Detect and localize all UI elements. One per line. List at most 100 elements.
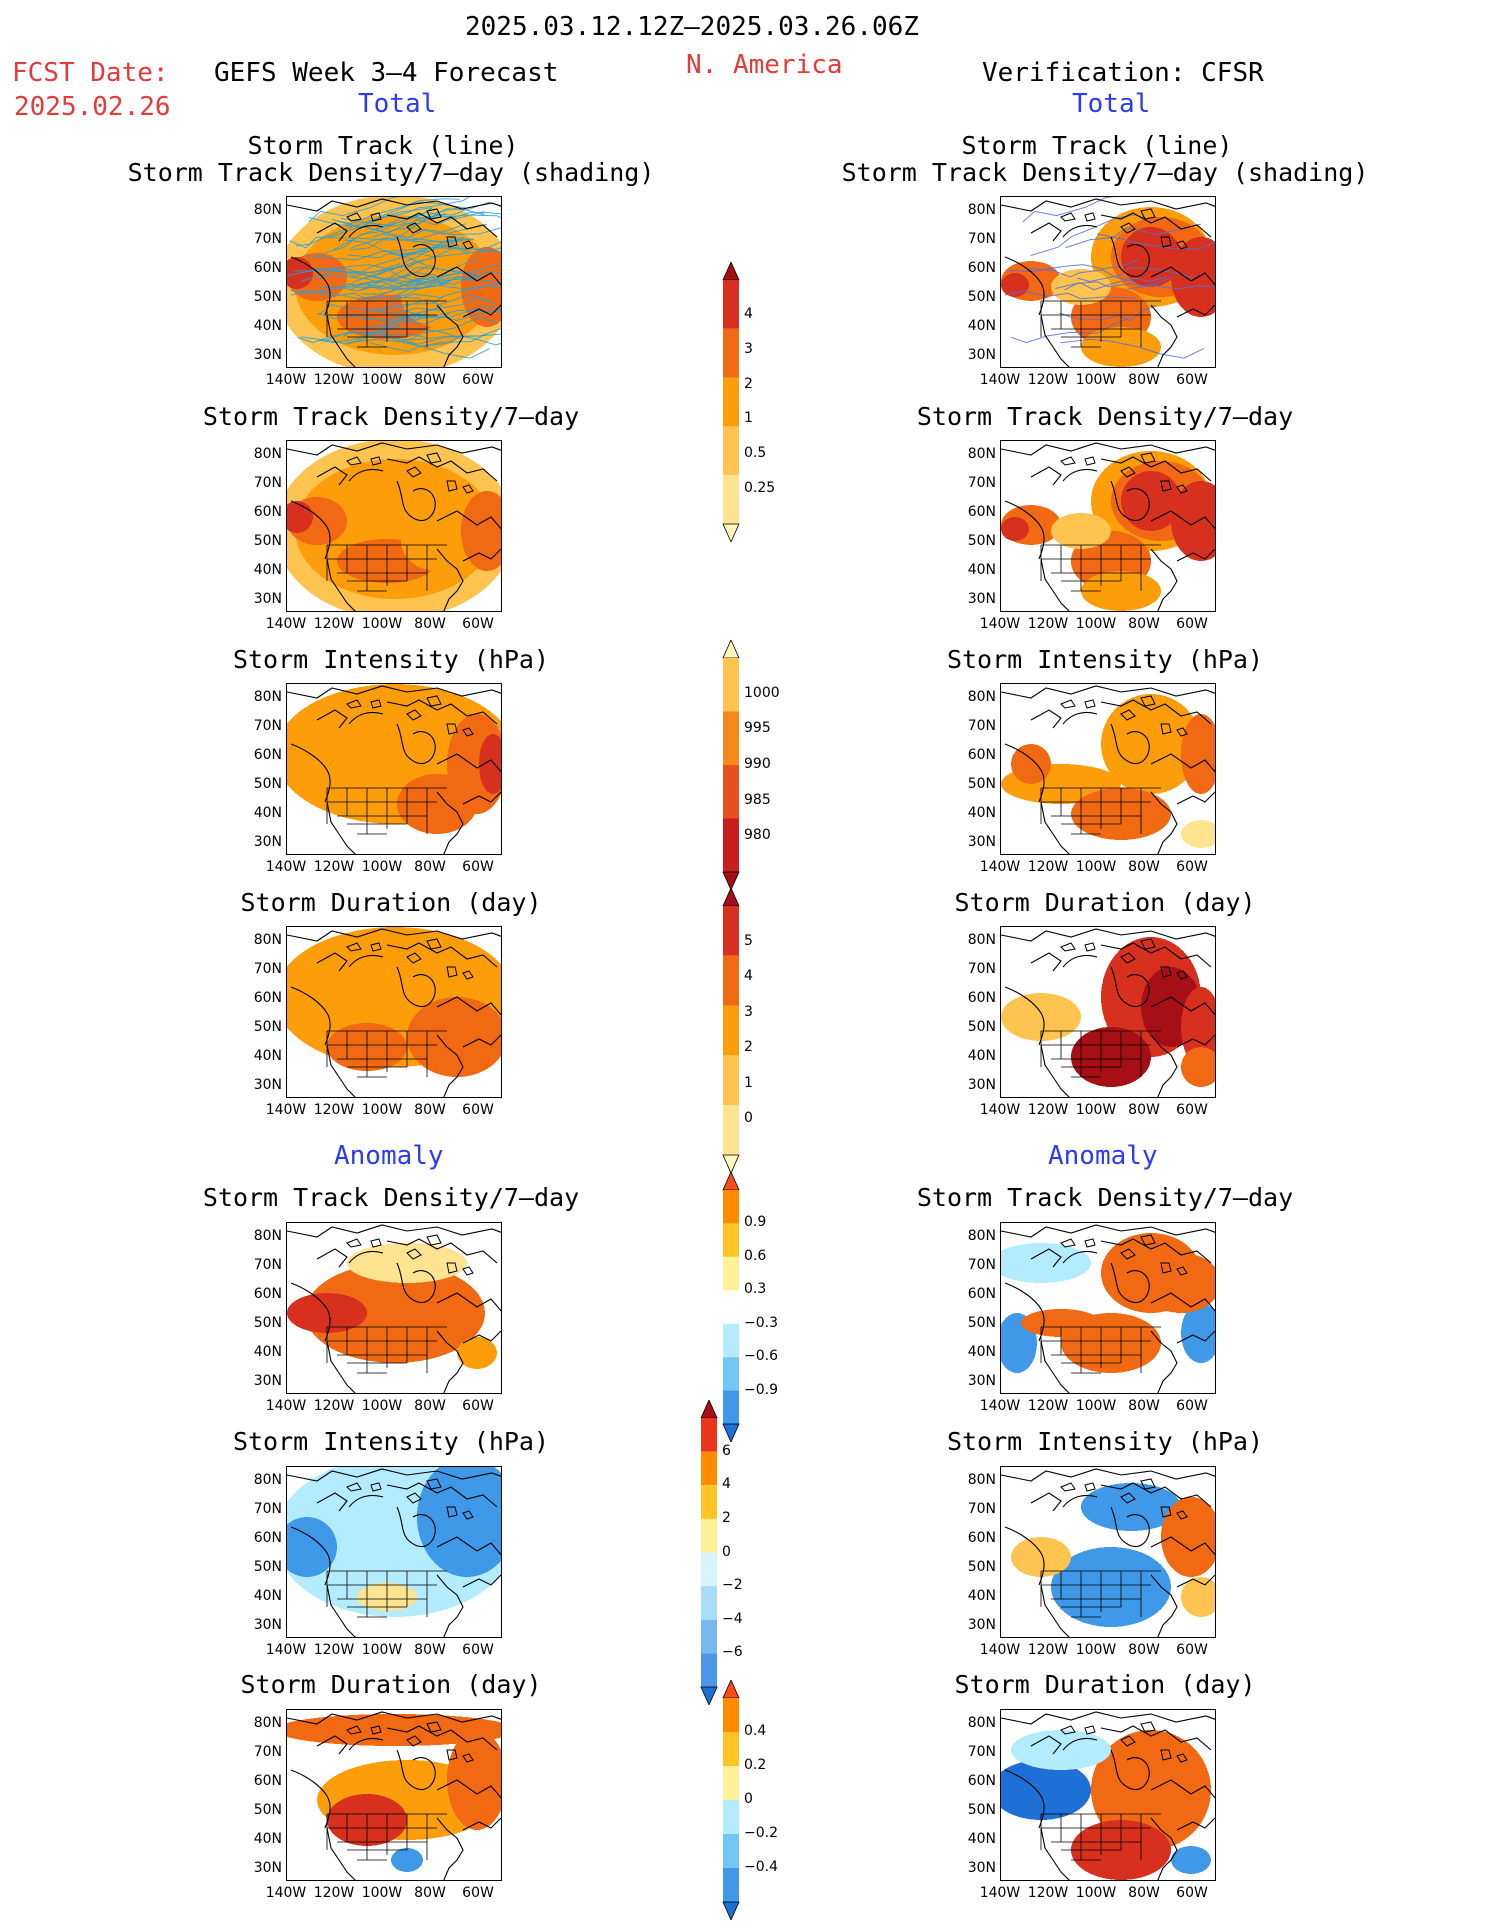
lon-tick-label: 100W — [1075, 1885, 1117, 1901]
map-panel-density-anom-right — [1000, 1222, 1216, 1394]
lon-tick-label: 120W — [313, 1642, 355, 1658]
lon-tick-label: 140W — [265, 1642, 307, 1658]
map-shading-track-line-right — [1001, 197, 1215, 367]
map-panel-intensity-anom-right — [1000, 1466, 1216, 1638]
map-panel-duration-right — [1000, 926, 1216, 1098]
colorbar-tick-label: −0.4 — [744, 1859, 778, 1875]
panel-title-intensity-anom-right: Storm Intensity (hPa) — [946, 1427, 1264, 1456]
lat-tick-label: 70N — [253, 475, 282, 491]
lon-tick-label: 80W — [1128, 1398, 1160, 1414]
lat-tick-label: 80N — [967, 932, 996, 948]
lat-tick-label: 80N — [253, 446, 282, 462]
colorbar-tick-label: −6 — [722, 1644, 743, 1661]
region-label: N. America — [686, 50, 843, 80]
lat-tick-label: 50N — [967, 289, 996, 305]
lon-tick-label: 120W — [313, 1102, 355, 1118]
lat-tick-label: 40N — [967, 805, 996, 821]
map-shading-density-anom-right — [1001, 1224, 1215, 1393]
lat-tick-label: 70N — [967, 475, 996, 491]
lon-tick-label: 100W — [361, 1398, 403, 1414]
lon-tick-label: 140W — [265, 859, 307, 875]
panel-title-track-line-right: Storm Track (line) — [961, 131, 1233, 160]
lat-tick-label: 80N — [253, 1228, 282, 1244]
lon-tick-label: 80W — [1128, 1642, 1160, 1658]
lat-tick-label: 40N — [253, 1831, 282, 1847]
lat-tick-label: 70N — [967, 231, 996, 247]
lon-tick-label: 100W — [1075, 1102, 1117, 1118]
colorbar-tick-label: 980 — [744, 827, 771, 844]
lon-tick-label: 120W — [1027, 1102, 1069, 1118]
panel-title-density-anom-right: Storm Track Density/7–day — [916, 1183, 1294, 1212]
lat-tick-label: 70N — [253, 231, 282, 247]
lat-tick-label: 70N — [253, 718, 282, 734]
lon-tick-label: 120W — [313, 1398, 355, 1414]
panel-title-intensity-anom-left: Storm Intensity (hPa) — [232, 1427, 550, 1456]
map-panel-track-line-right — [1000, 196, 1216, 368]
lat-tick-label: 70N — [967, 1744, 996, 1760]
lon-tick-label: 120W — [313, 1885, 355, 1901]
panel-title-density-right: Storm Track Density/7–day — [916, 402, 1294, 431]
lat-tick-label: 50N — [253, 1559, 282, 1575]
colorbar-tick-label: 0 — [722, 1543, 731, 1560]
lon-tick-label: 140W — [979, 1885, 1021, 1901]
colorbar-duration-anom — [722, 1679, 740, 1924]
lon-tick-label: 80W — [1128, 372, 1160, 388]
colorbar-tick-label: 0.4 — [744, 1723, 767, 1739]
lat-tick-label: 40N — [967, 1831, 996, 1847]
lat-tick-label: 30N — [967, 834, 996, 850]
colorbar-tick-label: 995 — [744, 720, 771, 737]
lon-tick-label: 60W — [462, 1885, 494, 1901]
map-panel-duration-left — [286, 926, 502, 1098]
lat-tick-label: 60N — [253, 504, 282, 520]
colorbar-tick-label: 1 — [744, 410, 753, 427]
panel-title-duration-left: Storm Duration (day) — [240, 888, 542, 917]
lat-tick-label: 70N — [253, 1257, 282, 1273]
lat-tick-label: 30N — [253, 1077, 282, 1093]
map-shading-duration-left — [287, 927, 501, 1097]
lon-tick-label: 120W — [1027, 859, 1069, 875]
colorbar-tick-label: −0.6 — [744, 1348, 778, 1365]
colorbar-tick-label: −4 — [722, 1610, 743, 1627]
colorbar-intensity-total — [722, 639, 740, 894]
lon-tick-label: 140W — [979, 859, 1021, 875]
colorbar-tick-label: 2 — [744, 1039, 753, 1056]
panel-title-duration-anom-right: Storm Duration (day) — [954, 1670, 1256, 1699]
lat-tick-label: 40N — [253, 562, 282, 578]
map-panel-track-line-left — [286, 196, 502, 368]
colorbar-tick-label: 3 — [744, 340, 753, 357]
lat-tick-label: 60N — [967, 747, 996, 763]
lat-tick-label: 70N — [253, 1501, 282, 1517]
colorbar-tick-label: 4 — [744, 305, 753, 322]
lon-tick-label: 60W — [1176, 859, 1208, 875]
lon-tick-label: 60W — [1176, 616, 1208, 632]
lon-tick-label: 60W — [462, 859, 494, 875]
colorbar-density-total — [722, 261, 740, 546]
fcst-date-value: 2025.02.26 — [14, 92, 171, 122]
lat-tick-label: 70N — [253, 961, 282, 977]
lon-tick-label: 100W — [361, 1885, 403, 1901]
lat-tick-label: 30N — [253, 347, 282, 363]
lat-tick-label: 40N — [967, 1588, 996, 1604]
lat-tick-label: 60N — [253, 1286, 282, 1302]
lat-tick-label: 40N — [253, 1048, 282, 1064]
map-shading-density-right — [1001, 442, 1215, 611]
lon-tick-label: 100W — [1075, 372, 1117, 388]
lat-tick-label: 30N — [967, 1077, 996, 1093]
panel-title-duration-anom-left: Storm Duration (day) — [240, 1670, 542, 1699]
lat-tick-label: 50N — [253, 533, 282, 549]
colorbar-duration-total — [722, 887, 740, 1177]
lat-tick-label: 80N — [967, 202, 996, 218]
map-panel-density-right — [1000, 440, 1216, 612]
lon-tick-label: 60W — [1176, 1102, 1208, 1118]
lat-tick-label: 50N — [967, 1802, 996, 1818]
colorbar-intensity-anom — [700, 1399, 718, 1709]
lon-tick-label: 120W — [1027, 372, 1069, 388]
map-panel-duration-anom-right — [1000, 1709, 1216, 1881]
lat-tick-label: 60N — [967, 1773, 996, 1789]
colorbar-density-anom — [722, 1171, 740, 1446]
lat-tick-label: 30N — [253, 591, 282, 607]
lat-tick-label: 30N — [253, 1373, 282, 1389]
colorbar-tick-label: 0.5 — [744, 445, 767, 462]
colorbar-tick-label: 3 — [744, 1003, 753, 1020]
lon-tick-label: 120W — [1027, 1398, 1069, 1414]
